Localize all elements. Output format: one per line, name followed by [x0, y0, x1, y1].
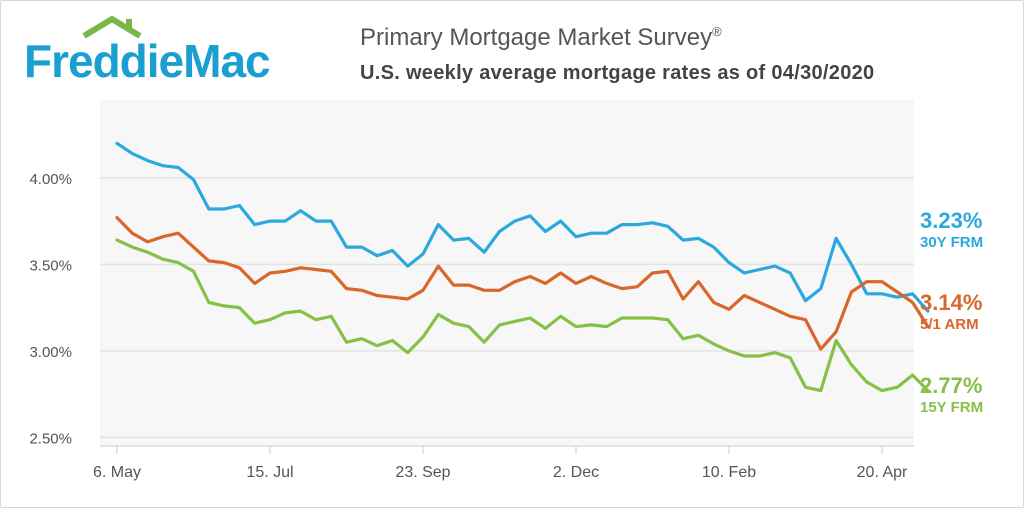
y-tick-label: 2.50%: [29, 430, 72, 447]
series-line-5-1-arm: [115, 216, 930, 351]
end-label-value: 3.23%: [920, 208, 983, 233]
end-label-series-name: 5/1 ARM: [920, 316, 979, 333]
end-label-value: 3.14%: [920, 290, 983, 315]
end-label-series-name: 15Y FRM: [920, 399, 984, 416]
x-tick-label: 6. May: [93, 464, 141, 481]
series-line-15y-frm: [115, 238, 930, 393]
end-label-30y-frm: 3.23% 30Y FRM: [920, 208, 983, 251]
y-tick-label: 3.00%: [29, 344, 72, 361]
y-tick-label: 3.50%: [29, 257, 72, 274]
logo-wordmark: FreddieMac: [24, 35, 271, 87]
end-label-15y-frm: 2.77% 15Y FRM: [920, 373, 983, 416]
x-tick-label: 20. Apr: [857, 464, 908, 481]
end-label-value: 2.77%: [920, 373, 983, 398]
registered-mark: ®: [712, 24, 722, 39]
chart-title: Primary Mortgage Market Survey®: [360, 24, 722, 52]
end-label-5-1-arm: 3.14% 5/1 ARM: [920, 290, 982, 333]
x-tick-label: 23. Sep: [395, 464, 450, 481]
end-label-series-name: 30Y FRM: [920, 234, 984, 251]
plot-area: [100, 100, 914, 446]
freddie-mac-logo: FreddieMac: [24, 16, 324, 87]
x-tick-label: 10. Feb: [702, 464, 756, 481]
x-tick-label: 2. Dec: [553, 464, 599, 481]
x-tick-label: 15. Jul: [246, 464, 293, 481]
y-tick-label: 4.00%: [29, 171, 72, 188]
chart-title-text: Primary Mortgage Market Survey: [360, 24, 713, 51]
series-line-30y-frm: [115, 141, 930, 313]
house-roof-icon: [82, 16, 142, 38]
chart-subtitle: U.S. weekly average mortgage rates as of…: [360, 62, 875, 84]
